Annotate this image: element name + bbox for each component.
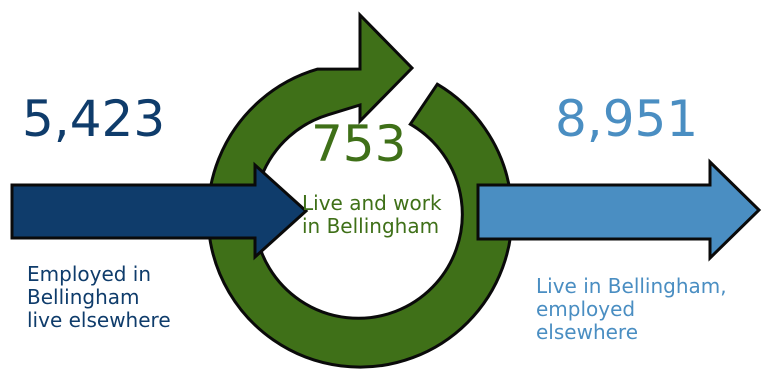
internal-value: 753 xyxy=(311,115,407,173)
inflow-arrow xyxy=(10,161,309,261)
inflow-label: Employed in Bellingham live elsewhere xyxy=(27,262,171,332)
outflow-value: 8,951 xyxy=(555,90,699,148)
internal-circular-arrow xyxy=(206,11,514,369)
outflow-label: Live in Bellingham, employed elsewhere xyxy=(536,274,727,344)
internal-label: Live and work in Bellingham xyxy=(302,191,442,238)
outflow-arrow xyxy=(476,158,762,262)
inflow-value: 5,423 xyxy=(22,90,166,148)
